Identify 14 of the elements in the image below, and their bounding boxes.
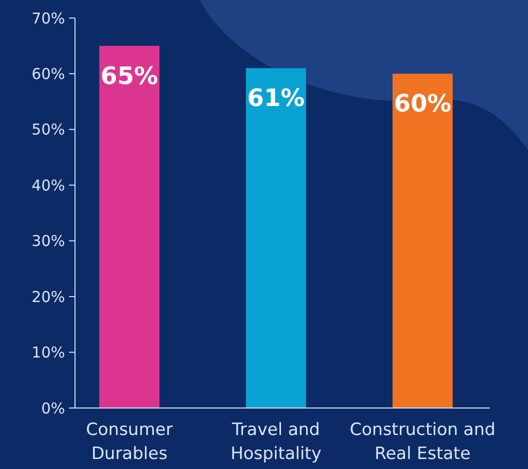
y-tick-label: 10% — [32, 344, 65, 362]
data-label: 65% — [100, 62, 158, 90]
y-tick-label: 70% — [32, 9, 65, 28]
data-label: 61% — [247, 84, 305, 112]
x-tick-label: Construction and Real Estate — [350, 420, 496, 464]
y-tick-label: 60% — [32, 64, 65, 83]
y-tick-label: 50% — [32, 120, 65, 139]
x-tick-label: Consumer Durables — [86, 420, 173, 464]
y-tick-label: 20% — [32, 288, 65, 306]
data-label: 60% — [394, 90, 452, 118]
y-tick-label: 0% — [41, 399, 65, 418]
y-tick-label: 40% — [32, 176, 65, 194]
y-tick-label: 30% — [32, 232, 65, 250]
x-tick-label: Travel and Hospitality — [230, 420, 322, 464]
